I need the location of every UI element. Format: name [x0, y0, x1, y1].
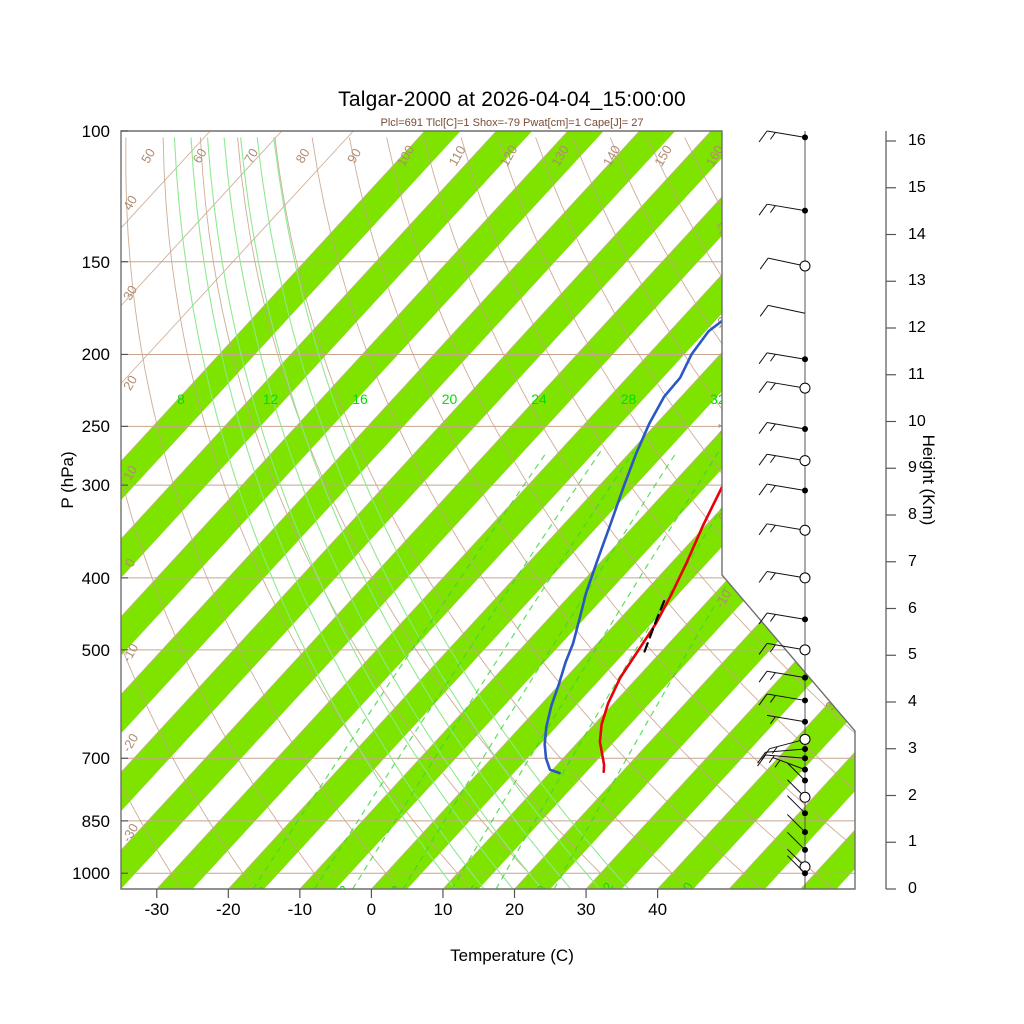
- svg-text:2: 2: [336, 883, 353, 897]
- svg-text:1: 1: [256, 883, 273, 897]
- svg-text:28: 28: [621, 391, 637, 407]
- svg-text:80: 80: [292, 146, 312, 166]
- svg-text:40: 40: [120, 193, 140, 213]
- temp-tick--10: -10: [287, 900, 313, 919]
- temp-tick-20: 20: [505, 900, 524, 919]
- svg-text:16: 16: [352, 391, 368, 407]
- svg-text:3: 3: [388, 883, 405, 897]
- pressure-tick-200: 200: [81, 345, 110, 365]
- height-tick-11: 11: [908, 365, 925, 383]
- svg-text:90: 90: [344, 146, 364, 166]
- temp-tick-40: 40: [648, 900, 668, 919]
- temp-tick--20: -20: [216, 900, 241, 919]
- svg-text:8: 8: [177, 391, 185, 407]
- svg-text:12: 12: [596, 880, 616, 900]
- height-tick-14: 14: [908, 225, 926, 243]
- svg-text:70: 70: [241, 146, 261, 166]
- temp-tick-10: 10: [433, 900, 453, 919]
- svg-text:32: 32: [710, 391, 726, 407]
- height-tick-8: 8: [908, 506, 917, 523]
- page-title: Talgar-2000 at 2026-04-04_15:00:00: [338, 88, 686, 111]
- height-tick-5: 5: [908, 646, 917, 664]
- svg-text:20: 20: [676, 880, 696, 900]
- pressure-tick-1000: 1000: [72, 864, 110, 884]
- svg-text:-20: -20: [119, 731, 141, 755]
- pressure-tick-500: 500: [81, 640, 110, 660]
- svg-text:-10: -10: [712, 414, 734, 438]
- height-tick-2: 2: [908, 786, 917, 804]
- chart-subtitle-indices: Plcl=691 Tlcl[C]=1 Shox=-79 Pwat[cm]=1 C…: [380, 117, 644, 129]
- pressure-tick-850: 850: [81, 811, 110, 831]
- height-tick-15: 15: [908, 178, 926, 196]
- temp-tick-30: 30: [576, 900, 596, 919]
- temp-tick-0: 0: [366, 900, 377, 919]
- svg-text:12: 12: [263, 391, 279, 407]
- pressure-tick-100: 100: [81, 122, 110, 141]
- svg-text:24: 24: [531, 391, 547, 407]
- height-tick-13: 13: [908, 272, 926, 290]
- height-tick-10: 10: [908, 412, 926, 430]
- height-tick-1: 1: [908, 833, 917, 851]
- height-tick-0: 0: [908, 880, 917, 897]
- svg-text:30: 30: [120, 283, 140, 303]
- pressure-tick-250: 250: [81, 417, 110, 437]
- height-tick-6: 6: [908, 599, 917, 617]
- svg-text:20: 20: [120, 373, 140, 393]
- wind-barb-panel: [757, 130, 811, 889]
- height-tick-7: 7: [908, 552, 917, 570]
- pressure-tick-400: 400: [81, 568, 110, 588]
- pressure-tick-300: 300: [81, 476, 110, 496]
- temp-tick--30: -30: [144, 900, 170, 919]
- x-axis-label: Temperature (C): [450, 946, 574, 965]
- pressure-tick-700: 700: [81, 749, 110, 769]
- svg-text:50: 50: [138, 146, 158, 166]
- svg-text:20: 20: [442, 391, 458, 407]
- height-tick-12: 12: [908, 319, 926, 336]
- height-tick-16: 16: [908, 132, 926, 149]
- svg-text:8: 8: [534, 883, 551, 897]
- pressure-tick-150: 150: [81, 252, 110, 272]
- height-tick-9: 9: [908, 459, 917, 477]
- svg-text:60: 60: [189, 146, 209, 166]
- svg-text:5: 5: [467, 883, 484, 897]
- height-tick-4: 4: [908, 693, 917, 710]
- height-tick-3: 3: [908, 739, 917, 757]
- svg-text:10: 10: [120, 463, 140, 483]
